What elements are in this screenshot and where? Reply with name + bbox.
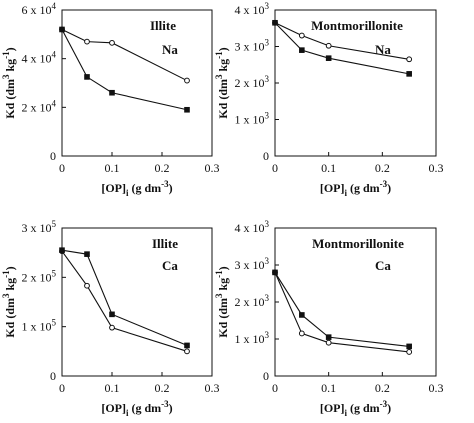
y-tick-label-3-2: 2 x 103 [235,293,270,309]
x-tick-label-3-1: 0.1 [321,381,336,395]
series-line-0-1 [61,29,188,111]
series-line-3-1 [274,272,410,347]
x-tick-label-2-0: 0 [59,381,65,395]
marker-square-3-1-0 [272,269,278,276]
marker-square-0-1-2 [109,89,115,96]
y-tick-label-3-3: 3 x 103 [235,256,270,272]
x-tick-label-3-0: 0 [272,381,278,395]
marker-square-1-1-0 [272,19,278,26]
marker-square-3-1-3 [406,343,412,350]
panel-title-2: Illite [152,236,178,251]
x-tick-label-0-1: 0.1 [105,161,120,175]
y-tick-label-0-0: 0 [50,149,56,163]
marker-square-3-1-1 [299,312,305,318]
x-tick-label-1-1: 0.1 [321,161,336,175]
marker-circle-3-0-1 [298,330,305,337]
x-tick-label-2-2: 0.2 [155,381,170,395]
series-line-1-1 [274,22,410,75]
y-tick-label-1-3: 3 x 103 [235,38,270,54]
x-axis-label-2: [OP]i (g dm-3) [101,399,172,418]
marker-square-0-1-1 [84,74,90,80]
series-line-2-0 [61,250,188,352]
panel-subtitle-2: Ca [162,258,178,273]
y-tick-label-3-4: 4 x 103 [235,219,270,235]
marker-circle-3-0-3 [406,349,413,355]
marker-square-0-1-3 [184,106,190,113]
y-tick-label-0-3: 6 x 104 [22,1,57,17]
marker-square-3-1-2 [325,334,332,340]
panel-title-3: Montmorillonite [312,236,404,251]
y-tick-label-2-0: 0 [50,369,56,383]
x-tick-label-1-3: 0.3 [429,161,444,175]
y-tick-label-1-0: 0 [263,149,269,163]
marker-circle-3-0-2 [325,339,332,346]
series-line-3-0 [274,272,410,353]
y-axis-label-1: Kd (dm3 kg-1) [214,47,230,118]
plot-frame-0 [61,9,213,157]
marker-circle-1-0-1 [298,32,305,39]
y-tick-label-3-0: 0 [263,369,269,383]
marker-circle-2-0-1 [84,282,90,289]
plot-frame-2 [61,227,213,377]
y-axis-label-3: Kd (dm3 kg-1) [214,266,230,337]
x-tick-label-0-3: 0.3 [205,161,220,175]
panel-title-0: Illite [150,18,176,33]
panel-subtitle-3: Ca [375,258,391,273]
marker-circle-0-0-3 [184,77,190,84]
x-tick-label-0-2: 0.2 [155,161,170,175]
series-line-2-1 [61,249,188,346]
y-tick-label-1-2: 2 x 103 [235,74,270,90]
y-tick-label-1-1: 1 x 103 [235,111,270,127]
marker-circle-2-0-3 [184,348,190,355]
marker-circle-1-0-2 [325,42,332,49]
x-tick-label-0-0: 0 [59,161,65,175]
x-tick-label-1-0: 0 [272,161,278,175]
marker-square-2-1-2 [109,311,115,318]
marker-square-2-1-0 [59,247,65,253]
marker-square-1-1-3 [406,71,412,77]
y-tick-label-2-3: 3 x 105 [22,219,57,235]
marker-circle-2-0-2 [109,324,115,331]
x-axis-label-1: [OP]i (g dm-3) [320,179,391,198]
y-tick-label-3-1: 1 x 103 [235,330,270,346]
marker-square-1-1-1 [299,47,305,53]
panel-subtitle-1: Na [375,42,391,57]
panel-subtitle-0: Na [162,42,178,57]
y-axis-label-0: Kd (dm3 kg-1) [1,47,17,118]
x-tick-label-2-1: 0.1 [105,381,120,395]
marker-square-0-1-0 [59,26,65,33]
y-axis-label-2: Kd (dm3 kg-1) [1,266,17,337]
x-tick-label-1-2: 0.2 [375,161,390,175]
y-tick-label-1-4: 4 x 103 [235,1,270,17]
y-tick-label-0-2: 4 x 104 [22,50,57,66]
y-tick-label-2-2: 2 x 105 [22,268,57,284]
marker-square-2-1-1 [84,251,90,257]
x-axis-label-3: [OP]i (g dm-3) [320,399,391,418]
series-line-1-0 [274,22,410,60]
marker-square-1-1-2 [325,55,332,61]
x-tick-label-2-3: 0.3 [205,381,220,395]
series-line-0-0 [61,28,188,82]
x-tick-label-3-2: 0.2 [375,381,390,395]
marker-square-2-1-3 [184,342,190,349]
y-tick-label-2-1: 1 x 105 [22,318,57,334]
x-tick-label-3-3: 0.3 [429,381,444,395]
marker-circle-0-0-2 [109,39,115,46]
x-axis-label-0: [OP]i (g dm-3) [101,179,172,198]
marker-circle-1-0-3 [406,56,413,63]
panel-title-1: Montmorillonite [311,18,403,33]
marker-circle-0-0-1 [84,38,90,45]
y-tick-label-0-1: 2 x 104 [22,98,57,114]
